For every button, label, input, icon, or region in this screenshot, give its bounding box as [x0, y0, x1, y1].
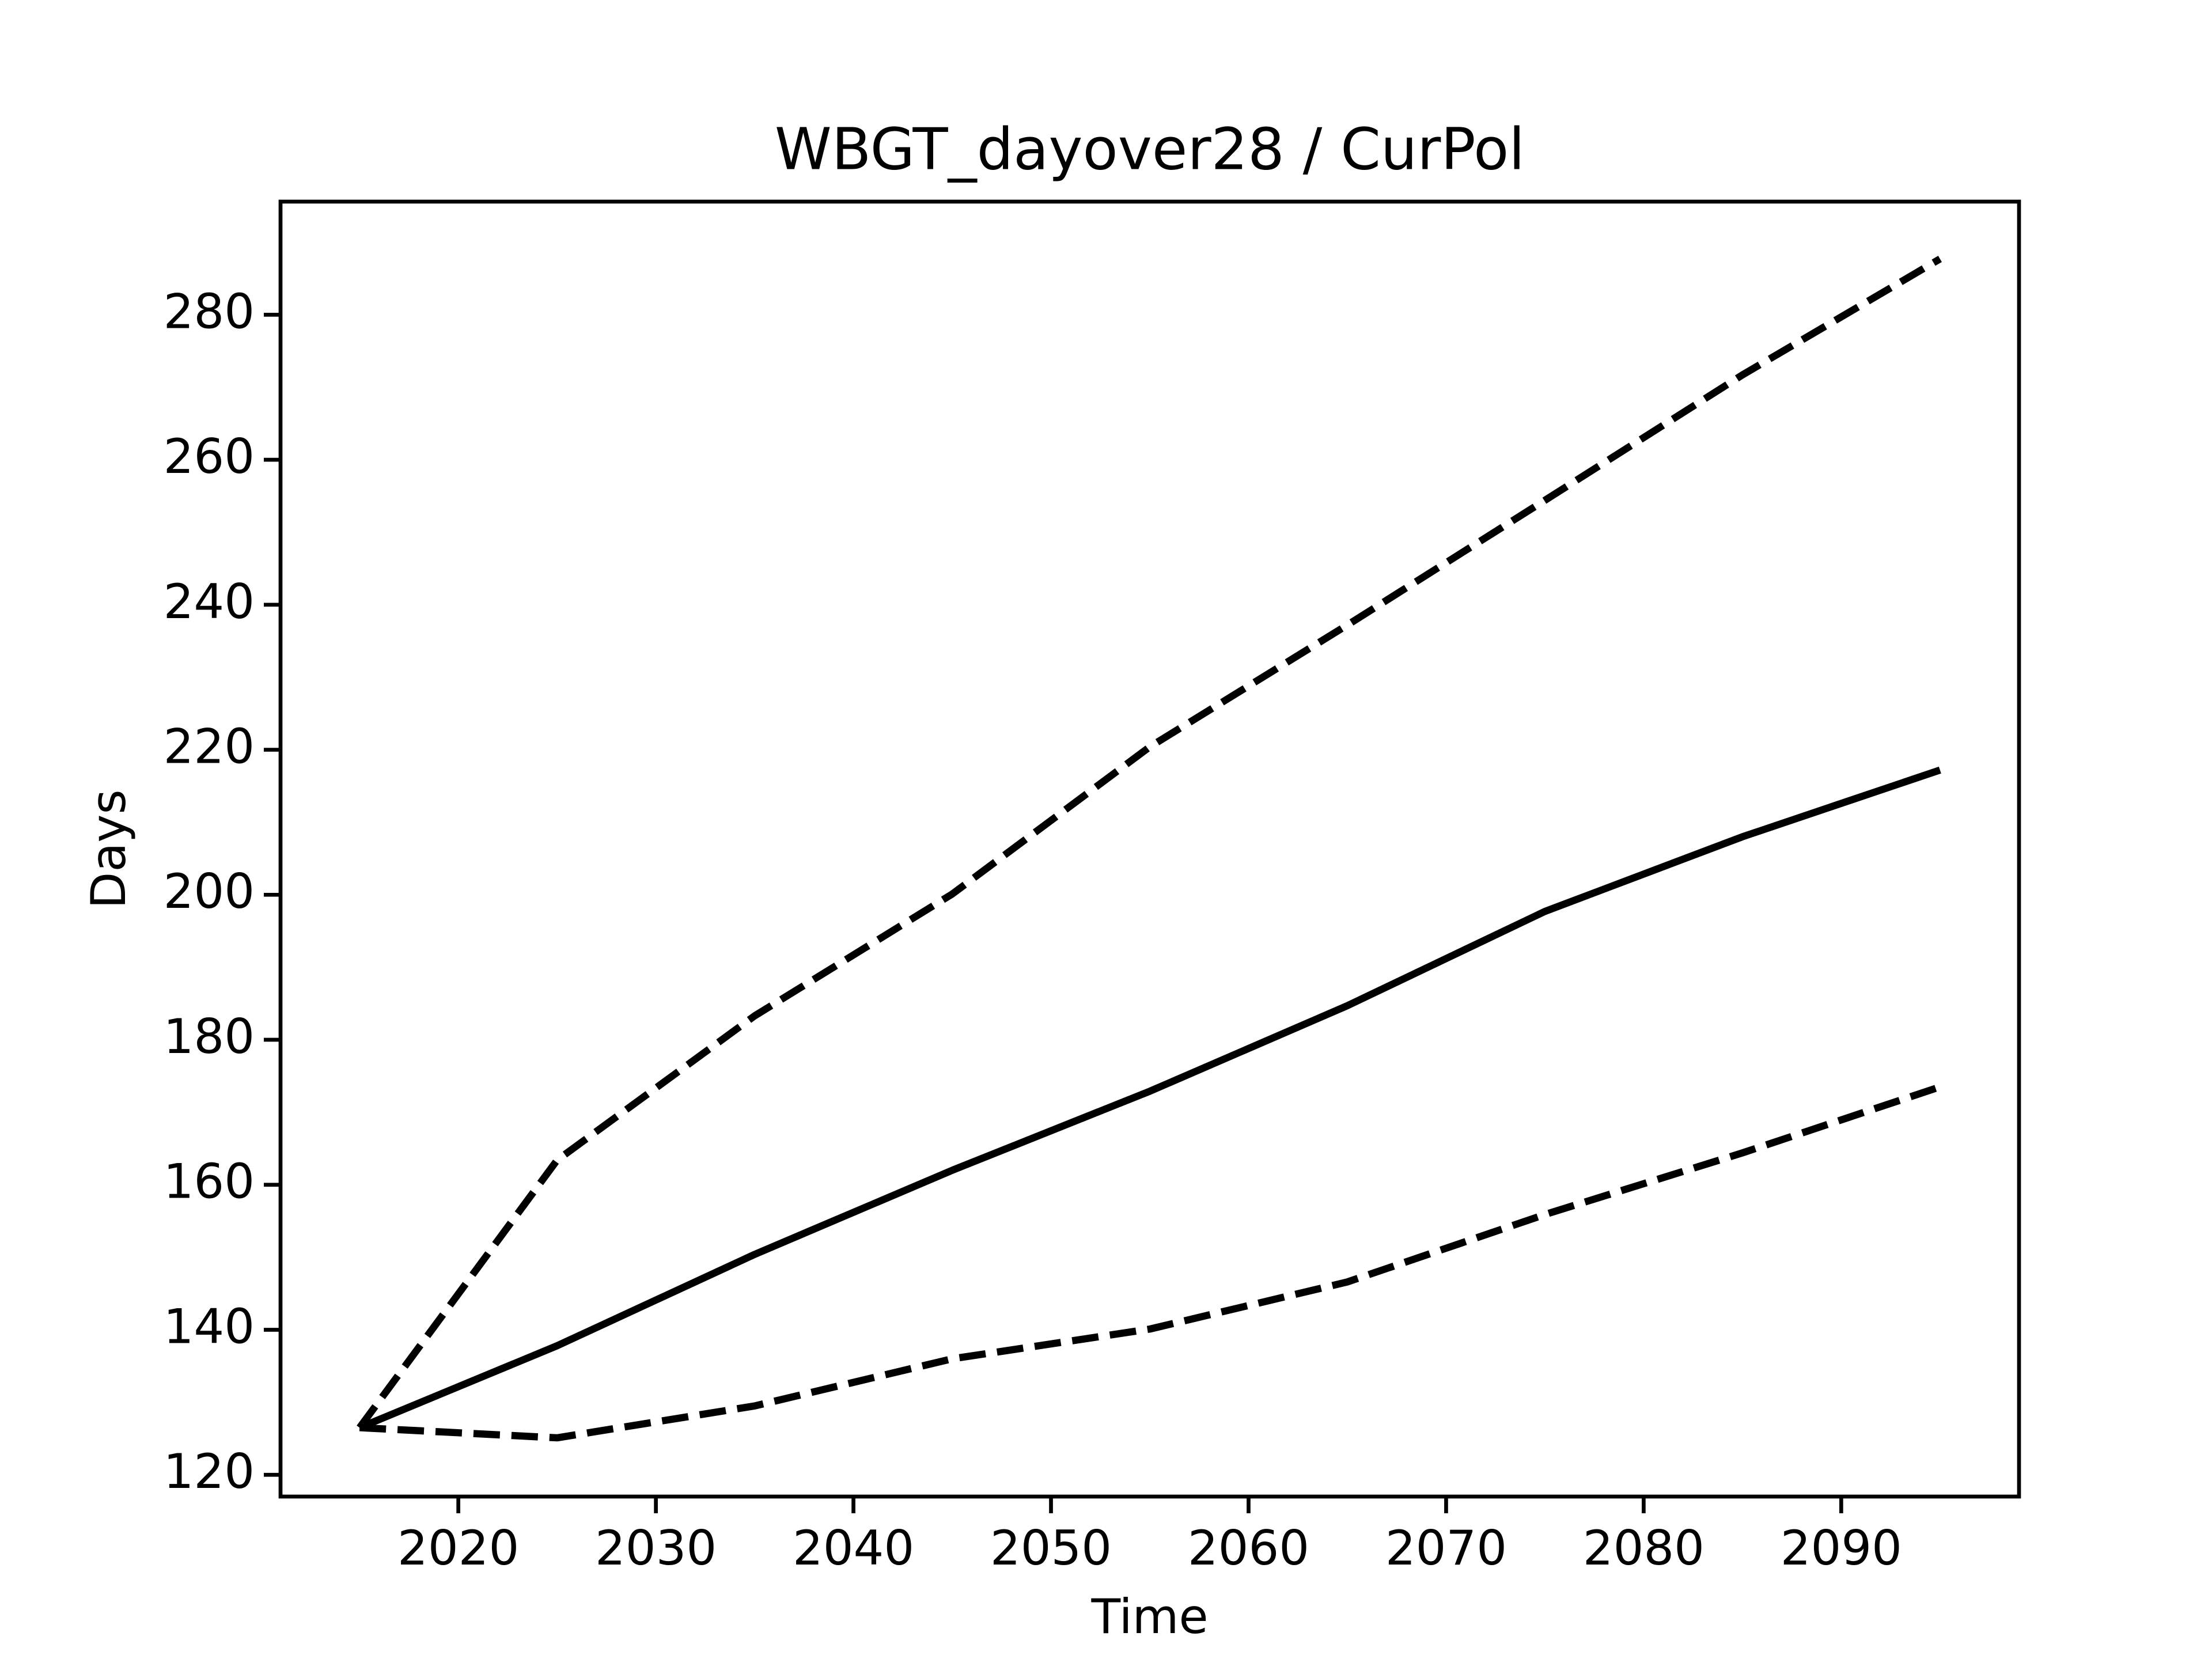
- x-tick-label: 2020: [397, 1520, 519, 1576]
- x-tick-label: 2080: [1583, 1520, 1705, 1576]
- y-tick-label: 240: [164, 574, 255, 630]
- x-tick-label: 2060: [1188, 1520, 1309, 1576]
- chart-title: WBGT_dayover28 / CurPol: [775, 115, 1525, 183]
- y-tick-label: 140: [164, 1298, 255, 1354]
- x-tick-label: 2090: [1781, 1520, 1902, 1576]
- y-tick-label: 160: [164, 1154, 255, 1210]
- y-tick-label: 200: [164, 863, 255, 919]
- y-tick-label: 260: [164, 429, 255, 484]
- x-tick-label: 2070: [1385, 1520, 1507, 1576]
- series-line: [357, 256, 1942, 1430]
- plot-frame: [278, 199, 2021, 1499]
- y-tick-label: 280: [164, 283, 255, 339]
- y-tick-label: 120: [164, 1444, 255, 1499]
- x-tick-label: 2040: [793, 1520, 914, 1576]
- y-axis-label: Days: [81, 789, 137, 908]
- series-line: [359, 1083, 1941, 1442]
- y-tick-label: 180: [164, 1009, 255, 1065]
- x-tick-label: 2050: [990, 1520, 1112, 1576]
- series-line: [358, 766, 1941, 1431]
- x-axis-label: Time: [1090, 1589, 1208, 1645]
- x-tick-label: 2030: [595, 1520, 717, 1576]
- y-tick-label: 220: [164, 718, 255, 774]
